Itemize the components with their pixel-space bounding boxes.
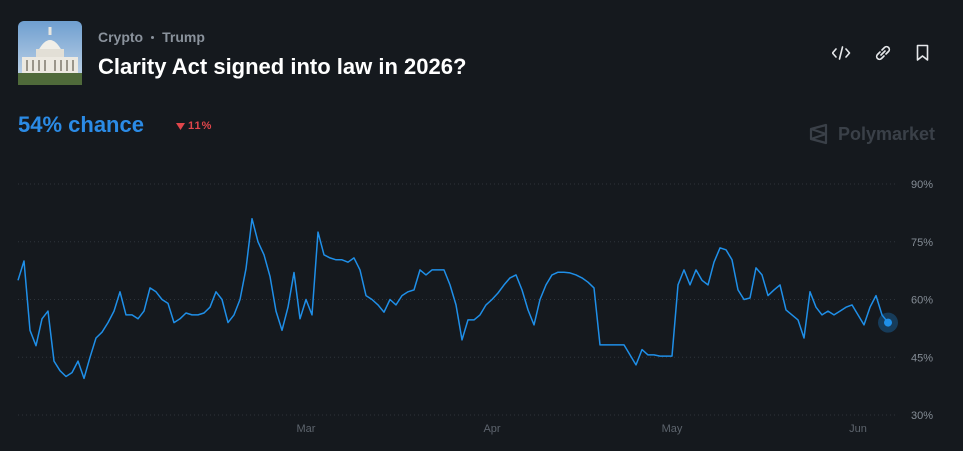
tag[interactable]: Trump (162, 29, 205, 45)
y-tick-label: 30% (911, 410, 933, 422)
tag[interactable]: Crypto (98, 29, 144, 45)
market-title: Clarity Act signed into law in 2026? (98, 54, 467, 79)
chance: 54% chance (18, 112, 144, 137)
brand-name: Polymarket (838, 123, 936, 144)
price-line (17, 217, 889, 380)
x-tick-label: Mar (297, 423, 316, 435)
x-tick-label: Jun (849, 423, 867, 435)
change-value: 11% (188, 120, 213, 132)
market-image (18, 21, 82, 85)
brand-logo (809, 123, 828, 145)
bookmark-button[interactable] (916, 44, 929, 61)
y-tick-label: 45% (911, 352, 933, 364)
change: 11% (176, 120, 212, 132)
tags: Crypto Trump (98, 29, 205, 45)
y-tick-label: 60% (911, 295, 933, 307)
down-arrow (176, 123, 185, 130)
y-tick-label: 90% (911, 179, 933, 191)
y-tick-label: 75% (911, 237, 933, 249)
embed-button[interactable] (832, 46, 851, 60)
x-tick-label: Apr (483, 423, 500, 435)
brand: Polymarket (808, 123, 935, 145)
x-tick-label: May (662, 423, 683, 435)
link-button[interactable] (875, 45, 891, 61)
end-dot (884, 318, 892, 327)
separator (151, 35, 155, 39)
actions (832, 44, 929, 61)
